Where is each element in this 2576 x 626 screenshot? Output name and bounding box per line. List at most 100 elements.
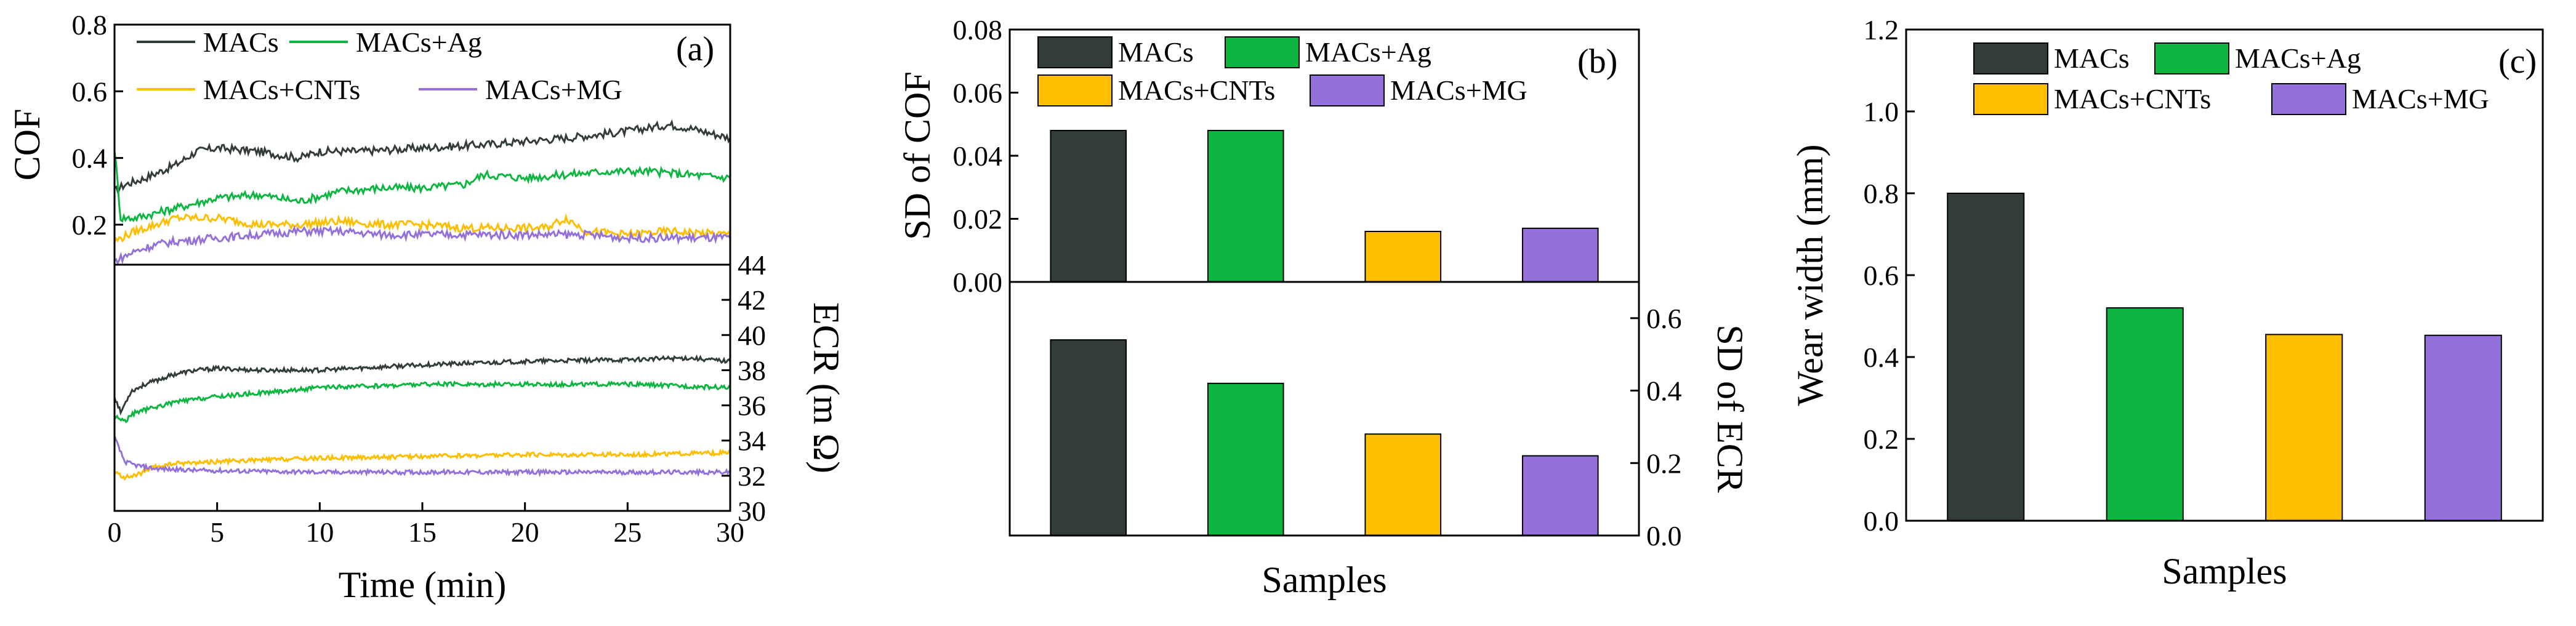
cof-line-macs-ag: [113, 151, 731, 223]
wear-width-y-tick-label-0-0: 0.0: [1864, 505, 1899, 537]
time-x-tick-label-10: 10: [305, 516, 334, 548]
sd-cof-bar-macs: [1050, 130, 1127, 283]
wear-width-y-ticks: 0.0 0.2 0.4 0.6 0.8 1.0 1.2: [1864, 14, 1915, 537]
wear-width-y-tick-label-1-0: 1.0: [1864, 96, 1899, 127]
sd-ecr-bar-macs-cnts: [1364, 433, 1442, 537]
sd-ecr-y-axis-label: SD of ECR: [1710, 324, 1750, 492]
sd-cof-bars: [1050, 130, 1599, 283]
legend-a-label-cnts: MACs+CNTs: [203, 74, 360, 105]
ecr-plot-area: [113, 354, 731, 481]
sd-ecr-bar-macs: [1050, 339, 1127, 537]
sd-ecr-y-ticks: 0.0 0.2 0.4 0.6: [1630, 303, 1682, 552]
sd-ecr-y-tick-label-0-0: 0.0: [1646, 520, 1682, 552]
sd-ecr-y-tick-label-0-6: 0.6: [1646, 303, 1682, 334]
time-x-tick-label-30: 30: [716, 516, 744, 548]
legend-c-swatch-cnts: [1973, 83, 2048, 115]
ecr-line-macs-cnts: [113, 448, 731, 481]
wear-width-y-tick-label-0-4: 0.4: [1864, 342, 1899, 373]
cof-y-tick-label-0-8: 0.8: [72, 9, 108, 41]
legend-b-label-cnts: MACs+CNTs: [1118, 74, 1275, 106]
panel-c-letter: (c): [2498, 42, 2537, 81]
sd-ecr-y-tick-label-0-2: 0.2: [1646, 447, 1682, 479]
legend-b-swatch-ag: [1225, 36, 1300, 68]
cof-line-macs-mg: [114, 225, 731, 266]
wear-width-bar-macs-cnts: [2265, 334, 2343, 521]
sd-cof-bar-macs-ag: [1207, 130, 1284, 283]
cof-y-tick-label-0-6: 0.6: [72, 76, 108, 107]
ecr-y-tick-label-40: 40: [738, 319, 766, 351]
panel-b: 0.00 0.02 0.04 0.06 0.08 0.0 0.2 0.4 0.6 (b) SD…: [897, 14, 1750, 600]
ecr-y-tick-label-30: 30: [738, 496, 766, 527]
legend-a-label-macs: MACs: [203, 26, 279, 58]
sd-cof-y-ticks: 0.00 0.02 0.04 0.06 0.08: [953, 14, 1018, 298]
cof-y-tick-label-0-4: 0.4: [72, 143, 108, 174]
samples-x-axis-label-c: Samples: [2162, 551, 2287, 592]
ecr-y-tick-label-34: 34: [738, 425, 766, 457]
samples-x-axis-label-b: Samples: [1262, 560, 1387, 600]
sd-cof-y-tick-label-0-06: 0.06: [953, 78, 1003, 109]
ecr-y-tick-label-32: 32: [738, 460, 766, 492]
panel-c-legend: MACs MACs+Ag MACs+CNTs MACs+MG: [1973, 42, 2489, 115]
sd-ecr-bars: [1050, 339, 1599, 537]
time-x-tick-label-0: 0: [108, 516, 122, 548]
legend-b-label-mg: MACs+MG: [1390, 74, 1527, 106]
time-x-ticks: 0 5 10 15 20 25 30: [108, 502, 744, 548]
wear-width-bar-macs: [1947, 193, 2025, 521]
time-x-tick-label-20: 20: [511, 516, 539, 548]
legend-c-label-ag: MACs+Ag: [2235, 42, 2361, 74]
cof-y-tick-label-0-2: 0.2: [72, 209, 108, 241]
legend-c-label-macs: MACs: [2054, 42, 2130, 74]
legend-a-label-mg: MACs+MG: [485, 74, 622, 105]
legend-b-label-ag: MACs+Ag: [1305, 36, 1431, 68]
wear-width-y-tick-label-1-2: 1.2: [1864, 14, 1899, 46]
ecr-y-tick-label-38: 38: [738, 355, 766, 386]
sd-cof-y-tick-label-0-00: 0.00: [953, 267, 1003, 298]
wear-width-bars: [1947, 193, 2502, 521]
legend-c-swatch-ag: [2154, 42, 2229, 74]
legend-a-label-ag: MACs+Ag: [356, 26, 482, 58]
panel-a-legend: MACs MACs+Ag MACs+CNTs MACs+MG: [137, 26, 622, 105]
legend-c-label-cnts: MACs+CNTs: [2054, 83, 2211, 114]
legend-b-swatch-mg: [1310, 74, 1385, 106]
time-x-tick-label-15: 15: [408, 516, 437, 548]
panel-a-letter: (a): [676, 30, 714, 68]
time-x-axis-label: Time (min): [339, 564, 507, 605]
wear-width-y-axis-label: Wear width (mm): [1790, 144, 1830, 406]
wear-width-y-tick-label-0-8: 0.8: [1864, 178, 1899, 209]
sd-cof-bar-macs-cnts: [1364, 231, 1442, 283]
sd-ecr-bar-macs-mg: [1521, 455, 1599, 536]
legend-c-swatch-mg: [2271, 83, 2346, 115]
ecr-y-tick-label-42: 42: [738, 284, 766, 316]
ecr-line-macs-mg: [113, 435, 731, 478]
cof-y-ticks: 0.2 0.4 0.6 0.8: [72, 9, 123, 241]
sd-cof-bar-macs-mg: [1521, 227, 1599, 283]
sd-cof-y-tick-label-0-02: 0.02: [953, 204, 1003, 235]
sd-ecr-frame: [1008, 281, 1640, 537]
cof-line-macs-cnts: [113, 212, 731, 243]
time-x-tick-label-5: 5: [210, 516, 224, 548]
sd-cof-y-tick-label-0-08: 0.08: [953, 14, 1003, 46]
ecr-y-axis-label: ECR (m Ω): [806, 302, 847, 473]
ecr-line-macs-ag: [113, 379, 731, 423]
cof-y-axis-label: COF: [7, 109, 47, 181]
ecr-y-tick-label-44: 44: [738, 249, 766, 281]
panel-c: 0.0 0.2 0.4 0.6 0.8 1.0 1.2 (c) Wear width (mm…: [1790, 14, 2544, 592]
sd-cof-y-tick-label-0-04: 0.04: [953, 140, 1003, 172]
legend-c-swatch-macs: [1973, 42, 2048, 74]
wear-width-y-tick-label-0-2: 0.2: [1864, 423, 1899, 455]
legend-b-swatch-cnts: [1037, 74, 1113, 106]
ecr-line-macs: [113, 354, 731, 416]
sd-ecr-bar-macs-ag: [1207, 382, 1284, 536]
ecr-y-tick-label-36: 36: [738, 390, 766, 422]
cof-line-macs: [114, 119, 731, 196]
panel-b-legend: MACs MACs+Ag MACs+CNTs MACs+MG: [1037, 36, 1527, 106]
wear-width-y-tick-label-0-6: 0.6: [1864, 260, 1899, 291]
cof-plot-area: [113, 119, 731, 266]
sd-ecr-y-tick-label-0-4: 0.4: [1646, 375, 1682, 407]
panel-b-letter: (b): [1577, 42, 1617, 81]
time-x-tick-label-25: 25: [613, 516, 642, 548]
cof-frame: [113, 23, 731, 266]
